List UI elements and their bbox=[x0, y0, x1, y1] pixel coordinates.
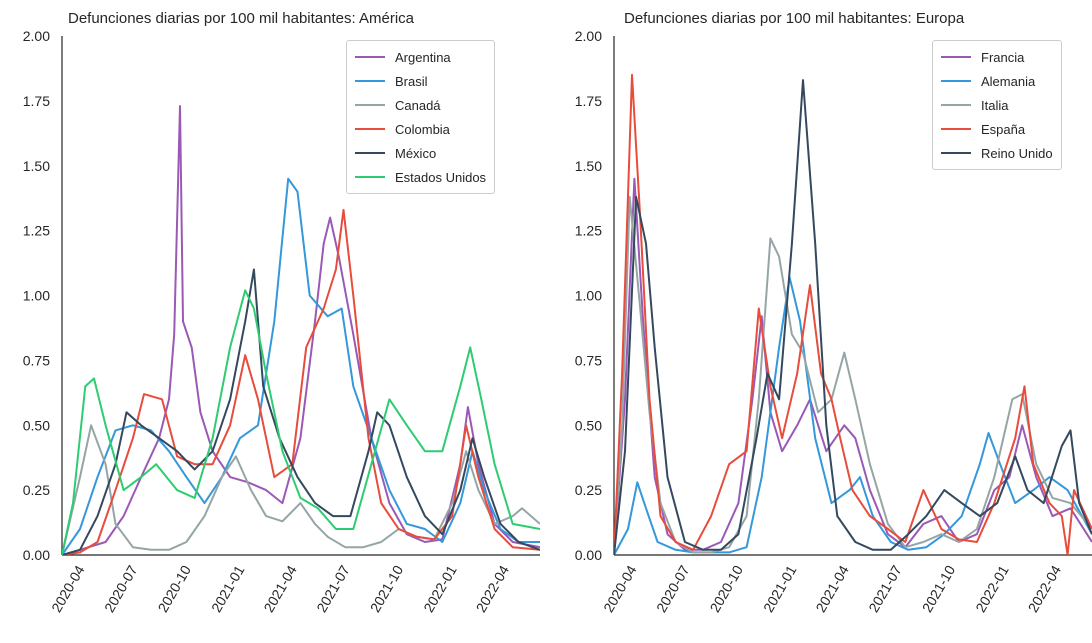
line-chart-america: 0.00 0.25 0.50 0.75 1.00 1.25 1.50 1.75 2.00 2020… bbox=[23, 28, 540, 615]
x-tick-label: 2022-04 bbox=[1025, 562, 1065, 615]
chart-panel-europa: Defunciones diarias por 100 mil habitant… bbox=[546, 0, 1092, 643]
legend-item: Estados Unidos bbox=[355, 165, 486, 189]
legend-label: Reino Unido bbox=[981, 145, 1053, 161]
x-tick-label: 2020-07 bbox=[101, 562, 141, 615]
chart-panel-america: Defunciones diarias por 100 mil habitant… bbox=[23, 10, 540, 615]
legend-item: Canadá bbox=[355, 93, 486, 117]
legend-label: España bbox=[981, 121, 1026, 137]
y-tick-label: 0.25 bbox=[23, 482, 50, 498]
legend-label: México bbox=[395, 145, 437, 161]
legend-swatch bbox=[941, 152, 971, 154]
x-tick-label: 2021-04 bbox=[260, 562, 300, 615]
x-tick-label: 2020-04 bbox=[600, 562, 640, 615]
legend-label: Canadá bbox=[395, 97, 441, 113]
legend-label: Francia bbox=[981, 49, 1025, 65]
x-tick-label: 2020-10 bbox=[706, 562, 746, 615]
y-tick-label: 1.00 bbox=[23, 288, 50, 304]
legend-item: España bbox=[941, 117, 1053, 141]
x-tick-label: 2021-01 bbox=[208, 562, 248, 615]
y-tick-label: 0.50 bbox=[575, 417, 602, 433]
legend-swatch bbox=[941, 128, 971, 130]
chart-title: Defunciones diarias por 100 mil habitant… bbox=[624, 10, 965, 27]
y-tick-label: 0.75 bbox=[23, 352, 50, 368]
series-line-canad- bbox=[62, 424, 540, 555]
legend-label: Italia bbox=[981, 97, 1009, 113]
x-tick-label: 2020-04 bbox=[48, 562, 88, 615]
legend-swatch bbox=[355, 104, 385, 106]
legend: Argentina Brasil Canadá Colombia México Estad… bbox=[346, 40, 496, 194]
legend-label: Brasil bbox=[395, 73, 428, 89]
x-tick-label: 2021-07 bbox=[313, 562, 353, 615]
x-tick-label: 2020-07 bbox=[653, 562, 693, 615]
y-tick-label: 1.75 bbox=[23, 93, 50, 109]
y-tick-label: 1.25 bbox=[575, 223, 602, 239]
y-tick-label: 1.00 bbox=[575, 288, 602, 304]
legend-swatch bbox=[941, 56, 971, 58]
legend-item: México bbox=[355, 141, 486, 165]
y-tick-label: 0.00 bbox=[23, 547, 50, 563]
legend-swatch bbox=[941, 104, 971, 106]
legend-label: Colombia bbox=[395, 121, 450, 137]
legend-item: Italia bbox=[941, 93, 1053, 117]
x-tick-label: 2021-10 bbox=[919, 562, 959, 615]
x-tick-label: 2021-04 bbox=[812, 562, 852, 615]
series-line-estados-unidos bbox=[62, 289, 540, 555]
x-tick-label: 2022-01 bbox=[972, 562, 1012, 615]
legend-item: Alemania bbox=[941, 69, 1053, 93]
y-tick-label: 2.00 bbox=[575, 28, 602, 44]
x-tick-label: 2020-10 bbox=[154, 562, 194, 615]
legend-swatch bbox=[355, 80, 385, 82]
y-tick-label: 1.50 bbox=[575, 158, 602, 174]
series-line-alemania bbox=[614, 276, 1092, 555]
y-tick-label: 2.00 bbox=[23, 28, 50, 44]
series-line-reino-unido bbox=[614, 79, 1092, 555]
legend-item: Argentina bbox=[355, 45, 486, 69]
legend-item: Colombia bbox=[355, 117, 486, 141]
x-tick-label: 2022-01 bbox=[420, 562, 460, 615]
legend-label: Alemania bbox=[981, 73, 1036, 89]
x-tick-label: 2022-04 bbox=[473, 562, 513, 615]
series-line-colombia bbox=[62, 208, 540, 555]
legend-item: Brasil bbox=[355, 69, 486, 93]
y-tick-label: 1.50 bbox=[23, 158, 50, 174]
legend-swatch bbox=[941, 80, 971, 82]
y-tick-label: 0.75 bbox=[575, 352, 602, 368]
x-tick-label: 2021-01 bbox=[760, 562, 800, 615]
legend: Francia Alemania Italia España Reino Unido bbox=[932, 40, 1062, 170]
x-tick-label: 2021-10 bbox=[367, 562, 407, 615]
series-line-argentina bbox=[62, 105, 540, 555]
y-tick-label: 1.75 bbox=[575, 93, 602, 109]
series-line-m-xico bbox=[62, 268, 540, 555]
chart-title: Defunciones diarias por 100 mil habitant… bbox=[68, 10, 415, 27]
x-tick-label: 2021-07 bbox=[865, 562, 905, 615]
series-line-espa-a bbox=[614, 73, 1092, 555]
y-tick-label: 0.50 bbox=[23, 417, 50, 433]
series-line-italia bbox=[614, 195, 1092, 555]
legend-swatch bbox=[355, 152, 385, 154]
legend-item: Francia bbox=[941, 45, 1053, 69]
y-tick-label: 0.25 bbox=[575, 482, 602, 498]
legend-swatch bbox=[355, 56, 385, 58]
legend-swatch bbox=[355, 176, 385, 178]
legend-label: Estados Unidos bbox=[395, 169, 487, 185]
legend-swatch bbox=[355, 128, 385, 130]
legend-item: Reino Unido bbox=[941, 141, 1053, 165]
legend-label: Argentina bbox=[395, 49, 451, 65]
y-tick-label: 1.25 bbox=[23, 223, 50, 239]
line-chart-europa: 0.00 0.25 0.50 0.75 1.00 1.25 1.50 1.75 2.00 2020… bbox=[575, 28, 1092, 615]
y-tick-label: 0.00 bbox=[575, 547, 602, 563]
